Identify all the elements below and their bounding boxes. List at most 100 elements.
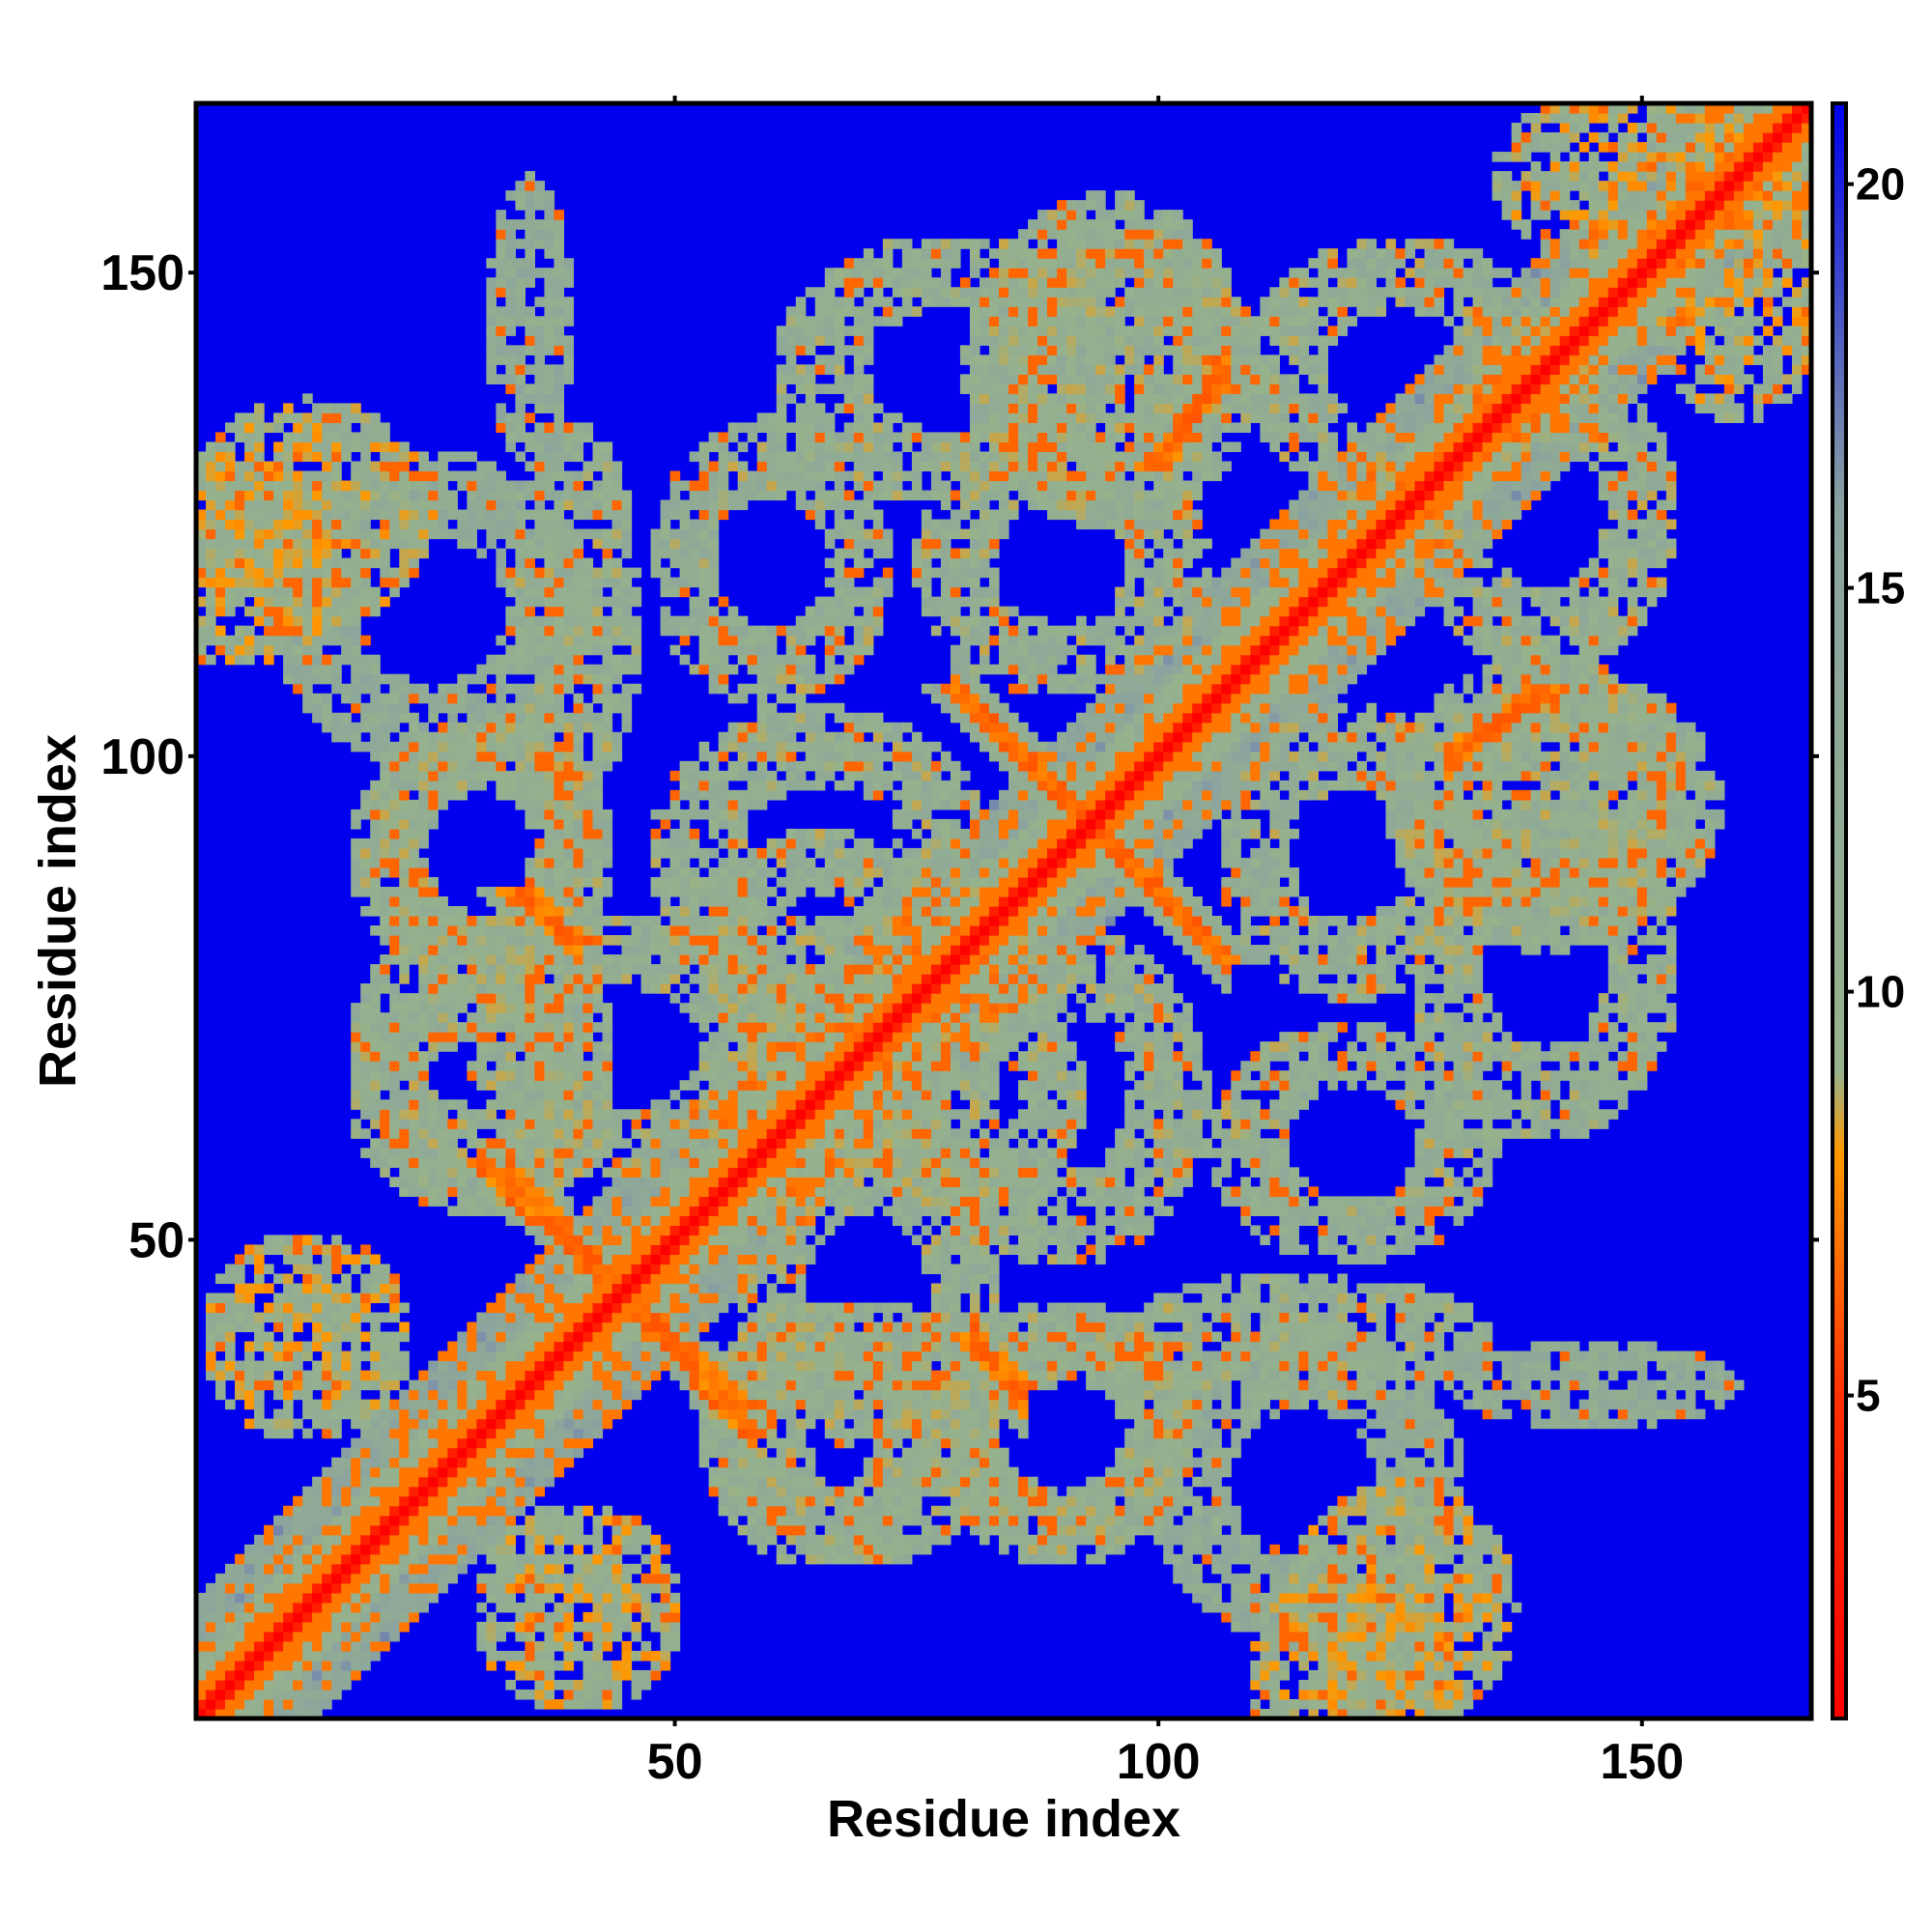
heatmap-cell	[380, 1273, 390, 1285]
heatmap-cell	[447, 1186, 458, 1197]
heatmap-cell	[457, 1360, 468, 1372]
heatmap-cell	[264, 1660, 274, 1671]
heatmap-cell	[476, 1418, 487, 1430]
heatmap-cell	[215, 577, 226, 588]
heatmap-cell	[418, 548, 429, 559]
heatmap-cell	[679, 1080, 691, 1091]
heatmap-cell	[515, 1041, 526, 1052]
heatmap-cell	[718, 838, 729, 849]
heatmap-cell	[370, 1264, 381, 1275]
heatmap-cell	[418, 1495, 429, 1507]
heatmap-cell	[283, 1689, 294, 1700]
heatmap-cell	[322, 1283, 332, 1294]
heatmap-cell	[283, 1418, 294, 1430]
heatmap-cell	[215, 519, 226, 530]
heatmap-cell	[293, 1389, 303, 1401]
heatmap-cell	[351, 1582, 361, 1594]
heatmap-cell	[293, 1611, 303, 1623]
heatmap-cell	[244, 606, 255, 617]
heatmap-cell	[689, 1148, 700, 1158]
heatmap-cell	[370, 1312, 381, 1323]
heatmap-cell	[737, 974, 749, 984]
heatmap-cell	[727, 886, 739, 897]
heatmap-cell	[650, 1544, 662, 1555]
heatmap-cell	[515, 664, 526, 675]
heatmap-cell	[438, 905, 448, 917]
heatmap-cell	[380, 964, 390, 975]
heatmap-cell	[621, 945, 633, 955]
heatmap-cell	[747, 1341, 758, 1352]
heatmap-cell	[679, 828, 691, 839]
heatmap-cell	[756, 857, 768, 868]
heatmap-cell	[235, 422, 245, 434]
heatmap-cell	[544, 741, 555, 753]
heatmap-cell	[592, 847, 604, 859]
heatmap-cell	[312, 548, 323, 559]
heatmap-cell	[428, 1099, 439, 1110]
heatmap-cell	[727, 1215, 739, 1226]
heatmap-cell	[708, 1051, 720, 1062]
heatmap-cell	[573, 470, 584, 482]
heatmap-cell	[592, 1196, 604, 1207]
heatmap-cell	[573, 993, 584, 1004]
heatmap-cell	[631, 596, 642, 608]
heatmap-cell	[698, 1003, 710, 1013]
heatmap-cell	[563, 1090, 575, 1100]
heatmap-cell	[264, 1669, 274, 1681]
heatmap-cell	[747, 1186, 758, 1197]
heatmap-cell	[389, 1283, 400, 1294]
heatmap-cell	[428, 1573, 439, 1584]
heatmap-cell	[611, 1631, 623, 1642]
heatmap-cell	[573, 451, 584, 463]
heatmap-cell	[727, 1254, 739, 1265]
heatmap-cell	[611, 1544, 623, 1555]
heatmap-cell	[515, 935, 526, 946]
heatmap-cell	[554, 789, 565, 801]
heatmap-cell	[293, 432, 303, 443]
heatmap-cell	[331, 731, 342, 743]
heatmap-cell	[534, 1080, 546, 1091]
heatmap-cell	[563, 635, 575, 646]
heatmap-cell	[544, 1515, 555, 1526]
heatmap-cell	[708, 809, 720, 820]
heatmap-cell	[611, 596, 623, 608]
heatmap-cell	[351, 1090, 361, 1100]
heatmap-cell	[718, 954, 729, 965]
heatmap-cell	[360, 1660, 371, 1671]
heatmap-cell	[669, 1341, 681, 1352]
heatmap-cell	[399, 847, 410, 859]
heatmap-cell	[331, 1505, 342, 1517]
heatmap-cell	[283, 577, 294, 588]
heatmap-cell	[582, 1592, 594, 1604]
heatmap-cell	[554, 1119, 565, 1129]
heatmap-cell	[418, 760, 429, 772]
heatmap-cell	[718, 751, 729, 762]
heatmap-cell	[360, 461, 371, 472]
heatmap-cell	[254, 1360, 265, 1372]
heatmap-cell	[486, 1032, 497, 1042]
heatmap-cell	[611, 490, 623, 501]
heatmap-cell	[525, 1032, 536, 1042]
heatmap-cell	[399, 509, 410, 521]
heatmap-cell	[438, 1186, 448, 1197]
heatmap-cell	[273, 1293, 284, 1304]
heatmap-cell	[264, 1621, 274, 1633]
heatmap-cell	[563, 1515, 575, 1526]
heatmap-cell	[331, 1466, 342, 1478]
heatmap-cell	[602, 1080, 613, 1091]
heatmap-cell	[669, 538, 681, 550]
heatmap-cell	[225, 480, 236, 492]
heatmap-cell	[534, 528, 546, 540]
heatmap-cell	[554, 664, 565, 675]
heatmap-cell	[351, 606, 361, 617]
heatmap-cell	[476, 1206, 487, 1216]
heatmap-cell	[457, 1341, 468, 1352]
heatmap-cell	[582, 1621, 594, 1633]
heatmap-cell	[447, 1389, 458, 1401]
heatmap-cell	[370, 1341, 381, 1352]
heatmap-cell	[351, 1003, 361, 1013]
heatmap-cell	[457, 1553, 468, 1565]
heatmap-cell	[341, 586, 352, 598]
heatmap-cell	[544, 277, 555, 288]
heatmap-cell	[409, 1138, 419, 1149]
